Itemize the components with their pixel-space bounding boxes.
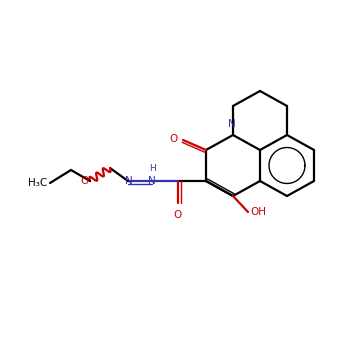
Text: O: O [174, 210, 182, 220]
Text: N: N [228, 119, 236, 129]
Text: O: O [170, 134, 178, 144]
Text: H₃C: H₃C [28, 178, 47, 188]
Text: H: H [150, 164, 156, 173]
Text: OH: OH [250, 207, 266, 217]
Text: N: N [125, 176, 133, 186]
Text: O: O [81, 176, 89, 186]
Text: N: N [148, 176, 156, 186]
